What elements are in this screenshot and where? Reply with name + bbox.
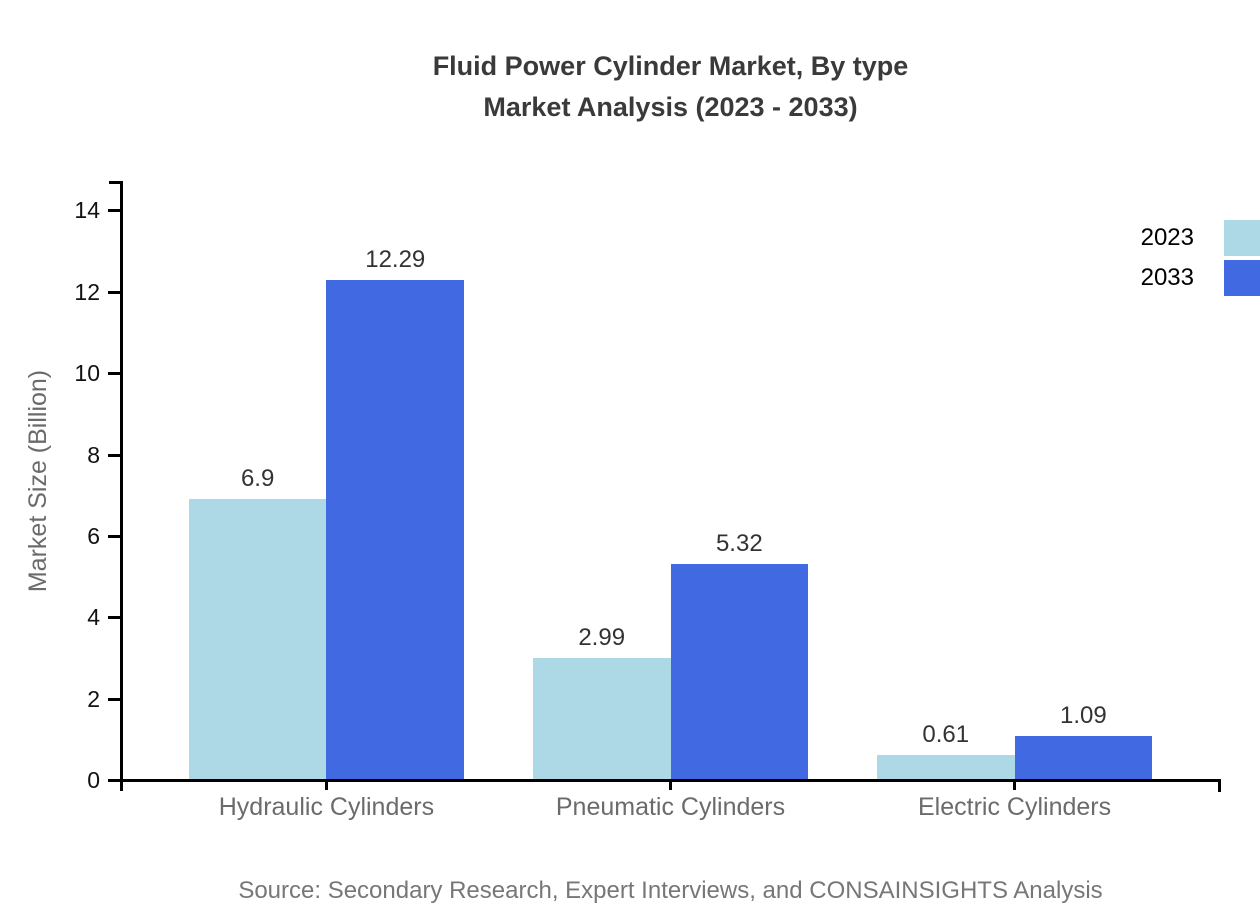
y-tick [108,697,120,701]
y-tick [108,290,120,294]
y-tick-label: 14 [74,197,100,224]
bar-value-label: 2.99 [578,624,626,652]
y-tick [108,616,120,620]
bar-2033-electric-cylinders [1014,735,1153,780]
source-note: Source: Secondary Research, Expert Inter… [238,877,1103,904]
bar-2033-pneumatic-cylinders [670,563,809,780]
y-tick-label: 6 [87,522,100,549]
legend: 2023 2033 [1040,218,1260,298]
bar-2023-pneumatic-cylinders [532,658,671,780]
y-tick [108,372,120,376]
x-tick [324,782,328,790]
y-tick [108,534,120,538]
y-tick-label: 4 [87,604,100,631]
legend-label-2033: 2033 [1140,264,1194,291]
x-tick [1013,782,1017,790]
legend-item-2023: 2023 [1040,218,1260,258]
chart-title-line2: Market Analysis (2023 - 2033) [483,92,858,122]
y-tick-label: 0 [87,767,100,793]
x-tick [669,782,672,790]
bar-value-label: 12.29 [365,246,426,274]
x-category-label: Hydraulic Cylinders [218,793,435,821]
bar-2023-hydraulic-cylinders [188,499,327,780]
y-tick [108,779,120,782]
legend-swatch-2033 [1224,260,1260,296]
y-tick [108,453,120,457]
chart-title-line1: Fluid Power Cylinder Market, By type [432,51,909,81]
y-axis-top-cap [109,181,123,184]
chart-title: Fluid Power Cylinder Market, By type Mar… [120,46,1221,128]
x-axis-end-cap [1218,779,1221,792]
bar-2023-electric-cylinders [876,755,1015,780]
y-tick-label: 12 [74,278,100,305]
y-tick-label: 10 [74,360,100,387]
legend-label-2023: 2023 [1140,224,1194,251]
legend-item-2033: 2033 [1040,258,1260,298]
bar-value-label: 6.9 [240,465,275,493]
bar-value-label: 5.32 [715,529,763,557]
x-axis-line [120,779,1221,782]
y-tick-label: 2 [87,685,100,712]
y-tick-label: 8 [87,441,100,468]
bar-value-label: 1.09 [1060,701,1107,729]
y-tick [108,209,120,213]
bar-value-label: 0.61 [922,721,970,749]
bar-2033-hydraulic-cylinders [326,280,465,780]
legend-swatch-2023 [1224,220,1260,256]
x-category-label: Electric Cylinders [918,793,1112,821]
x-category-label: Pneumatic Cylinders [555,793,786,821]
y-axis-line [120,181,123,791]
